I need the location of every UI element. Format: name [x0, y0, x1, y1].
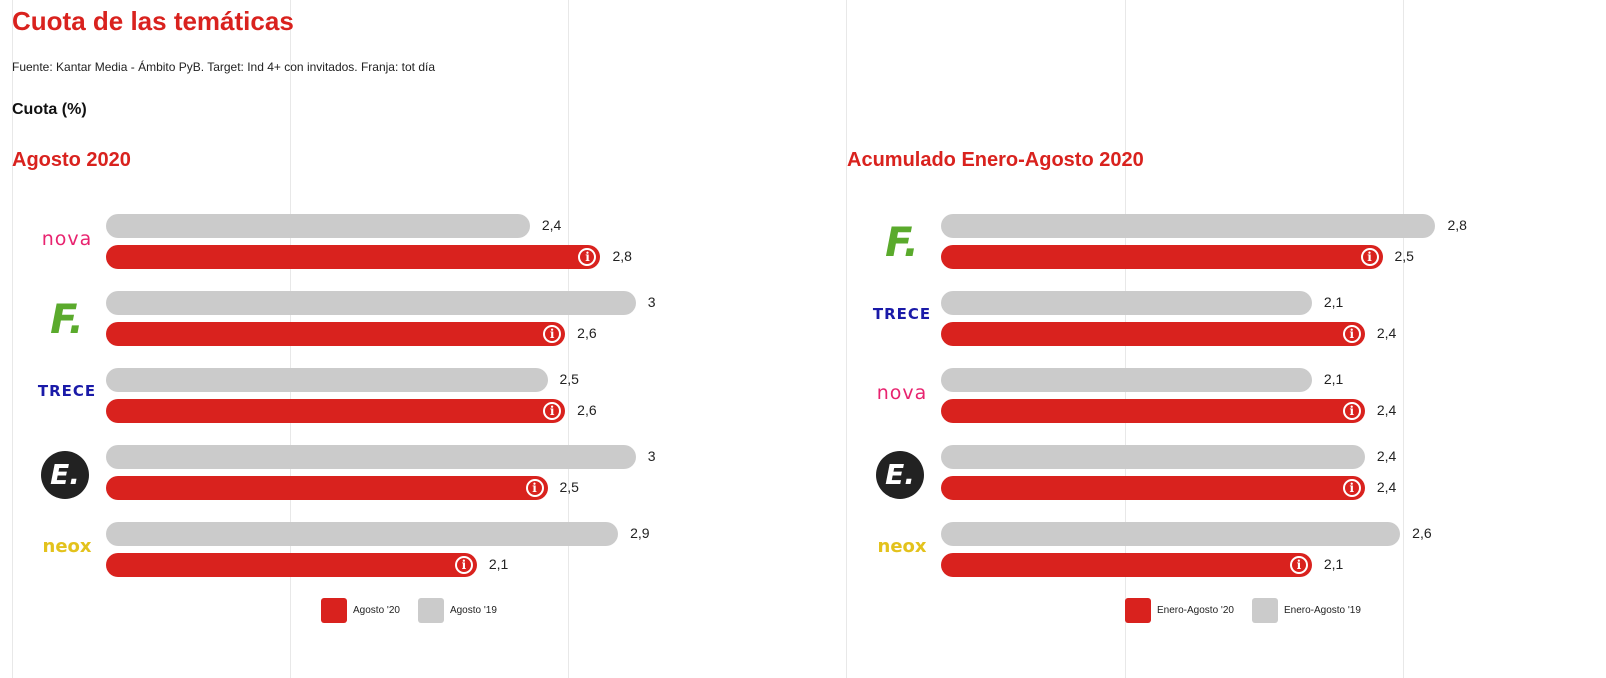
gridline: [1403, 0, 1404, 678]
info-icon[interactable]: i: [1342, 325, 1361, 343]
bar-previous-nova[interactable]: [941, 368, 1312, 392]
value-label: 2,8: [1447, 217, 1467, 233]
value-label: 2,9: [630, 525, 650, 541]
info-icon[interactable]: i: [543, 325, 562, 343]
logo-energy: E.: [876, 451, 924, 499]
logo-neox: neox: [42, 536, 92, 557]
value-label: 2,1: [1323, 294, 1344, 310]
chart-title: Agosto 2020: [12, 149, 131, 171]
legend-swatch: [1251, 598, 1278, 623]
bar-previous-neox[interactable]: [941, 522, 1401, 546]
info-icon[interactable]: i: [525, 479, 544, 497]
value-label: 2,4: [1376, 448, 1397, 464]
info-icon[interactable]: i: [1360, 248, 1379, 266]
value-label: 2,1: [488, 556, 509, 572]
value-label: 3: [647, 448, 656, 464]
value-label: 2,1: [1323, 556, 1344, 572]
value-label: 2,5: [559, 371, 579, 387]
bar-previous-fdf[interactable]: [106, 291, 636, 315]
info-icon[interactable]: i: [1342, 402, 1361, 420]
chart-title: Acumulado Enero-Agosto 2020: [847, 149, 1144, 171]
bar-previous-nova[interactable]: [106, 214, 530, 238]
bar-current-trece[interactable]: i: [106, 399, 566, 423]
legend: Enero-Agosto '20 Enero-Agosto '19: [1125, 598, 1379, 623]
gridline: [12, 0, 13, 678]
value-label: 2,5: [559, 479, 579, 495]
page-title: Cuota de las temáticas: [12, 6, 294, 36]
bar-current-neox[interactable]: i: [106, 553, 477, 577]
info-icon[interactable]: i: [454, 556, 473, 574]
bar-previous-fdf[interactable]: [941, 214, 1436, 238]
bar-previous-trece[interactable]: [941, 291, 1312, 315]
logo-nova: nova: [876, 382, 928, 404]
value-label: 2,4: [1376, 325, 1397, 341]
value-label: 2,4: [1376, 479, 1397, 495]
logo-energy: E.: [41, 451, 89, 499]
value-label: 2,1: [1323, 371, 1344, 387]
info-icon[interactable]: i: [543, 402, 562, 420]
logo-neox: neox: [877, 536, 927, 557]
legend-label: Agosto '20: [353, 605, 400, 616]
info-icon[interactable]: i: [1289, 556, 1308, 574]
bar-current-energy[interactable]: i: [106, 476, 548, 500]
legend-label: Agosto '19: [449, 605, 497, 616]
info-icon[interactable]: i: [1342, 479, 1361, 497]
value-label: 2,6: [577, 402, 597, 418]
legend-swatch: [417, 598, 444, 623]
bar-previous-energy[interactable]: [106, 445, 636, 469]
value-label: 2,8: [612, 248, 632, 264]
legend-swatch: [1125, 598, 1151, 623]
legend-label: Enero-Agosto '20: [1157, 605, 1234, 616]
value-label: 2,6: [1412, 525, 1432, 541]
value-label: 2,4: [541, 217, 562, 233]
bar-current-nova[interactable]: i: [106, 245, 601, 269]
legend-swatch: [321, 598, 347, 623]
gridline: [568, 0, 569, 678]
gridline: [846, 0, 847, 678]
bar-current-trece[interactable]: i: [941, 322, 1365, 346]
value-label: 3: [647, 294, 656, 310]
bar-previous-neox[interactable]: [106, 522, 619, 546]
value-label: 2,5: [1394, 248, 1414, 264]
chart-agosto-2020: Agosto 2020 nova 2,4 i 2,8 F. 3 i 2,6 TRECE 2,5 i 2…: [12, 0, 812, 678]
logo-trece: TRECE: [37, 382, 97, 400]
logo-fdf: F.: [885, 220, 919, 266]
bar-previous-trece[interactable]: [106, 368, 548, 392]
logo-trece: TRECE: [872, 305, 932, 323]
bar-current-nova[interactable]: i: [941, 399, 1365, 423]
logo-fdf: F.: [50, 297, 84, 343]
bar-current-fdf[interactable]: i: [941, 245, 1383, 269]
bar-previous-energy[interactable]: [941, 445, 1365, 469]
bar-current-fdf[interactable]: i: [106, 322, 566, 346]
legend: Agosto '20 Agosto '19: [321, 598, 515, 623]
value-label: 2,6: [577, 325, 597, 341]
value-label: 2,4: [1376, 402, 1397, 418]
bar-current-neox[interactable]: i: [941, 553, 1312, 577]
logo-nova: nova: [41, 228, 93, 250]
chart-acumulado: Acumulado Enero-Agosto 2020 F. 2,8 i 2,5 TRE…: [847, 0, 1606, 678]
bar-current-energy[interactable]: i: [941, 476, 1365, 500]
unit-label: Cuota (%): [12, 101, 87, 118]
info-icon[interactable]: i: [578, 248, 597, 266]
source-note: Fuente: Kantar Media - Ámbito PyB. Targe…: [12, 60, 436, 74]
legend-label: Enero-Agosto '19: [1283, 605, 1361, 616]
